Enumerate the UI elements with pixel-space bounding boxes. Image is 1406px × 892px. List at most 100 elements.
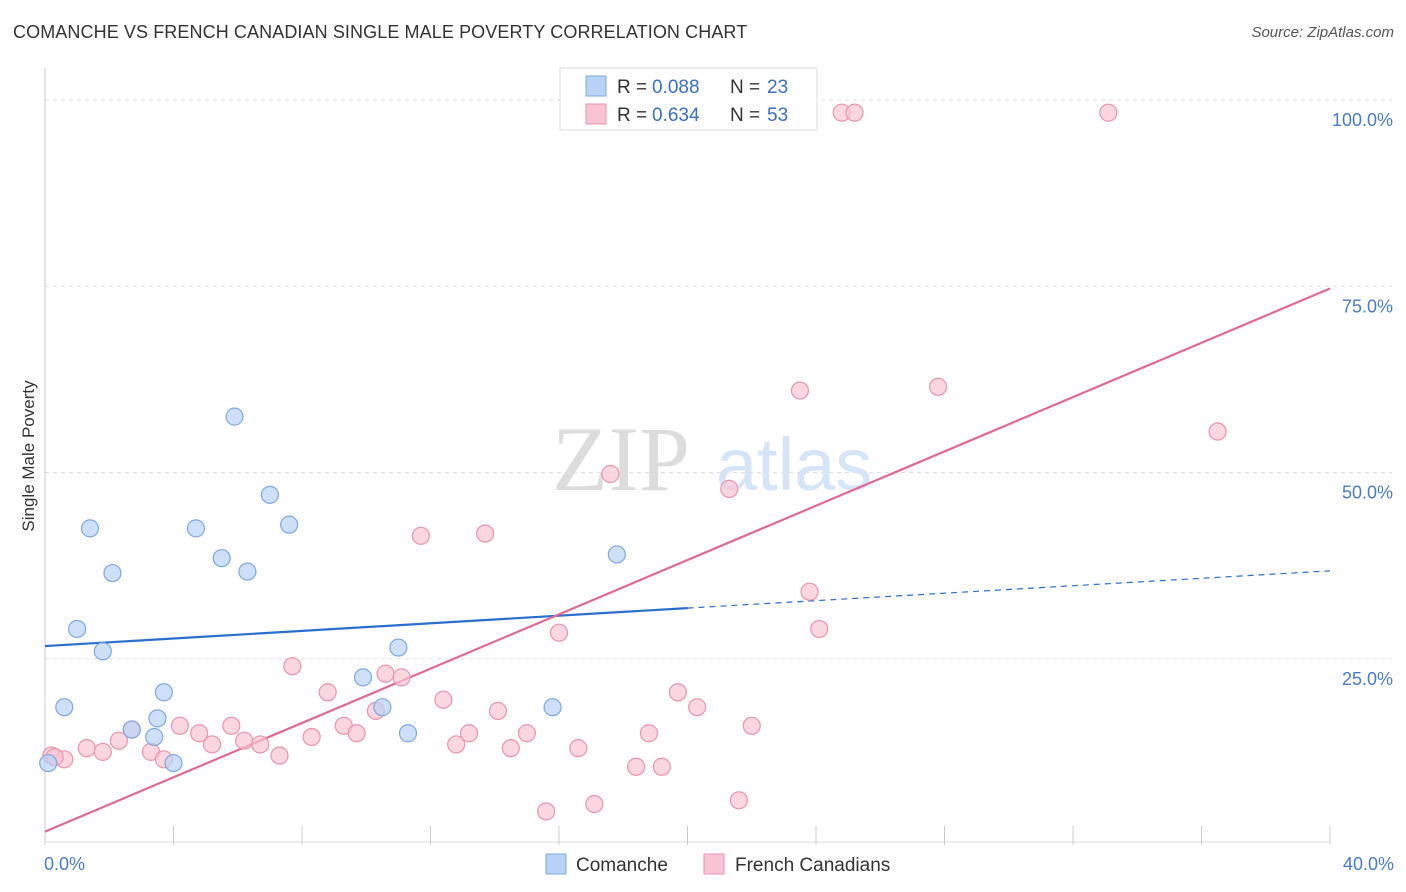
french-canadian-point — [668, 683, 687, 702]
comanche-point — [607, 545, 626, 564]
correlation-legend: R = 0.088 N = 23 R = 0.634 N = 53 — [559, 67, 818, 131]
french-canadian-point — [810, 619, 829, 639]
french-canadian-point — [845, 103, 864, 122]
trendline-comanche-extension — [687, 570, 1331, 609]
y-tick-label: 50.0% — [1342, 483, 1393, 503]
comanche-point — [389, 638, 408, 657]
comanche-point — [55, 698, 74, 717]
legend-swatch-french — [585, 103, 607, 125]
french-canadian-point — [569, 739, 588, 758]
french-canadian-point — [190, 724, 209, 743]
legend-r-label-french: R = — [617, 105, 647, 126]
french-canadian-point — [170, 716, 190, 735]
y-tick-label: 100.0% — [1332, 110, 1393, 130]
series-legend: Comanche French Canadians — [545, 853, 890, 876]
trendline-comanche — [44, 606, 688, 648]
comanche-point — [145, 727, 164, 747]
french-canadian-point — [434, 690, 453, 709]
french-canadian-point — [585, 794, 604, 814]
legend-r-value-french: 0.634 — [652, 105, 700, 126]
source-label: Source: ZipAtlas.com — [1251, 24, 1394, 41]
comanche-point — [154, 683, 173, 702]
french-canadian-point — [459, 724, 479, 743]
french-canadian-point — [720, 479, 739, 498]
y-tick-labels: 25.0% 50.0% 75.0% 100.0% — [1332, 110, 1393, 689]
comanche-point — [543, 698, 562, 717]
french-canadian-point — [376, 664, 395, 683]
legend-swatch-comanche — [585, 75, 607, 97]
comanche-point — [353, 668, 373, 687]
french-canadian-point — [652, 757, 671, 776]
french-canadian-point — [729, 791, 749, 810]
french-canadian-point — [93, 742, 112, 761]
french-canadian-point — [392, 668, 411, 687]
legend-r-label-comanche: R = — [617, 77, 647, 98]
french-canadian-point — [1208, 422, 1227, 441]
comanche-point — [212, 549, 231, 568]
watermark-zip: ZIP — [552, 408, 690, 510]
french-canadian-point — [537, 802, 556, 821]
comanche-point — [164, 753, 183, 773]
grid-layer — [45, 99, 1392, 660]
french-canadian-point — [476, 524, 495, 543]
french-canadian-point — [283, 657, 302, 676]
legend-n-label-comanche: N = — [730, 77, 760, 98]
axis-layer — [44, 68, 1331, 845]
french-canadian-point — [790, 381, 810, 400]
comanche-point — [398, 724, 418, 743]
french-canadian-point — [601, 464, 620, 484]
comanche-point — [103, 563, 122, 583]
french-canadian-point — [742, 716, 761, 735]
bottom-legend-label-comanche: Comanche — [576, 855, 668, 876]
french-canadian-point — [222, 716, 241, 735]
comanche-point — [93, 642, 112, 661]
comanche-point — [280, 515, 299, 534]
comanche-point — [186, 519, 206, 538]
points-layer — [39, 103, 1227, 821]
french-canadian-point — [235, 731, 254, 750]
french-canadian-point — [1099, 103, 1118, 122]
french-canadian-point — [347, 724, 366, 743]
french-canadian-point — [411, 526, 430, 545]
comanche-point — [122, 720, 141, 739]
legend-r-value-comanche: 0.088 — [652, 77, 700, 98]
trend-layer — [44, 287, 1331, 833]
french-canadian-point — [202, 735, 222, 754]
x-tick-label-max: 40.0% — [1343, 854, 1394, 874]
legend-n-value-comanche: 23 — [767, 77, 788, 98]
french-canadian-point — [302, 727, 321, 747]
y-axis-label: Single Male Poverty — [19, 380, 38, 532]
legend-n-value-french: 53 — [767, 105, 788, 126]
french-canadian-point — [251, 735, 270, 754]
comanche-point — [39, 753, 58, 773]
french-canadian-point — [928, 377, 948, 396]
french-canadian-point — [318, 683, 337, 702]
french-canadian-point — [639, 724, 659, 743]
french-canadian-point — [501, 739, 520, 758]
y-tick-label: 75.0% — [1342, 296, 1393, 316]
legend-n-label-french: N = — [730, 105, 760, 126]
french-canadian-point — [688, 698, 707, 717]
french-canadian-point — [800, 582, 819, 601]
french-canadian-point — [77, 739, 96, 758]
comanche-point — [238, 562, 257, 581]
french-canadian-point — [488, 701, 508, 721]
comanche-point — [148, 709, 167, 728]
french-canadian-point — [549, 623, 569, 642]
french-canadian-point — [109, 731, 128, 750]
bottom-legend-label-french: French Canadians — [735, 855, 890, 876]
chart-title: COMANCHE VS FRENCH CANADIAN SINGLE MALE … — [13, 22, 748, 42]
watermark-atlas: atlas — [716, 423, 872, 506]
french-canadian-point — [626, 757, 646, 776]
bottom-legend-swatch-french — [703, 853, 725, 875]
watermark: ZIP atlas — [552, 408, 872, 510]
comanche-point — [260, 485, 279, 504]
trendline-french-canadians — [44, 287, 1331, 833]
french-canadian-point — [517, 724, 536, 743]
y-tick-label: 25.0% — [1342, 669, 1393, 689]
french-canadian-point — [270, 746, 289, 765]
comanche-point — [80, 519, 100, 538]
x-tick-label-min: 0.0% — [44, 854, 85, 874]
bottom-legend-swatch-comanche — [545, 853, 567, 875]
